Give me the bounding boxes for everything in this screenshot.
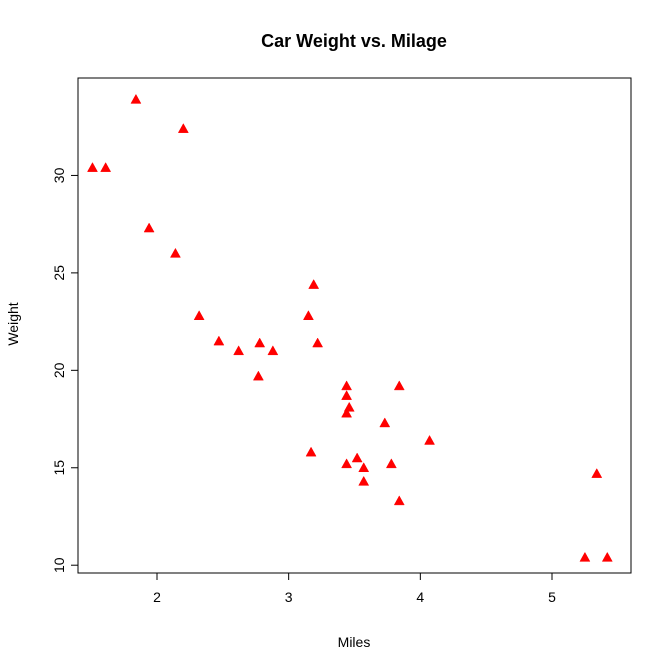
data-point [87,162,98,172]
data-point [358,462,370,473]
data-point [177,123,189,133]
data-point [252,370,264,381]
y-axis: 10 15 20 25 30 [51,167,79,573]
data-point [143,222,155,233]
y-axis-label: Weight [5,302,21,345]
data-point [343,401,355,412]
data-point [358,475,370,486]
data-point [579,551,591,562]
x-axis: 2 3 4 5 [153,572,556,605]
data-point [254,337,266,348]
y-tick-label: 30 [51,167,67,183]
data-point [341,458,353,469]
data-point [305,446,317,457]
y-tick-label: 10 [51,557,67,573]
data-point [213,335,225,346]
data-point [302,310,314,321]
x-tick-label: 3 [285,589,293,605]
data-point [393,380,405,391]
x-tick-label: 4 [416,589,424,605]
data-point [591,468,603,478]
y-tick-label: 25 [51,265,67,281]
data-point [130,93,142,104]
x-tick-label: 2 [153,589,161,605]
data-points [87,93,613,562]
chart-title: Car Weight vs. Milage [261,31,447,51]
data-point [424,434,435,445]
data-point [393,495,405,506]
data-point [379,417,391,428]
plot-area-border [77,77,632,574]
data-point [341,390,353,400]
data-point [267,345,279,356]
y-tick-label: 20 [51,362,67,378]
data-point [100,162,112,172]
data-point [233,345,245,356]
data-point [341,407,353,418]
data-point [351,452,363,463]
data-point [193,310,205,321]
data-point [170,247,181,258]
data-point [312,337,324,348]
x-tick-label: 5 [548,589,556,605]
x-axis-label: Miles [338,634,371,650]
data-point [385,458,397,469]
data-point [308,279,320,289]
data-point [341,380,353,391]
data-point [601,551,613,562]
y-tick-label: 15 [51,460,67,476]
